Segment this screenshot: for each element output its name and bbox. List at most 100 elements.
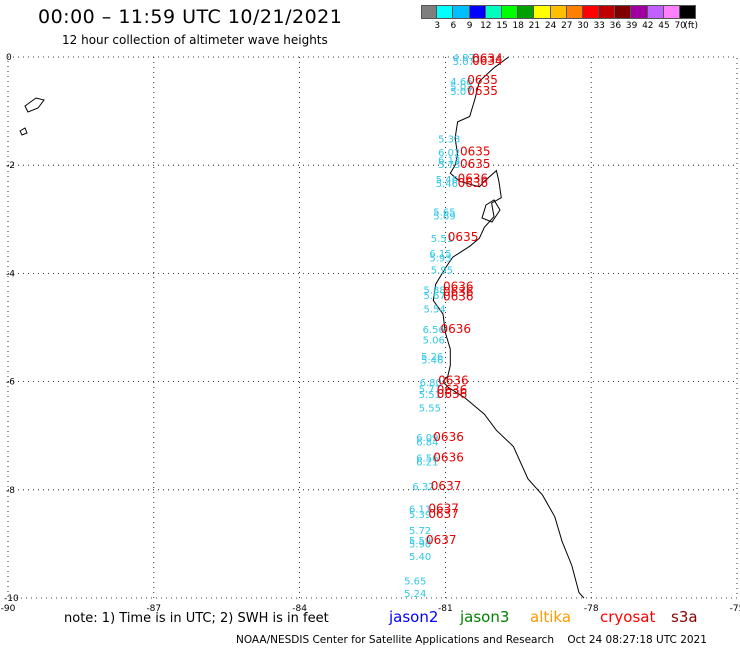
legend-label: 3 [434,21,441,31]
y-tick-label: -2 [6,161,15,171]
swh-label: 5.24 [404,589,426,600]
legend-swatch [615,5,632,19]
puna-island [481,199,501,223]
swh-label: 5.40 [409,552,431,563]
time-label: 0636 [438,373,469,387]
legend-label: 15 [496,21,508,31]
credit-timestamp: Oct 24 08:27:18 UTC 2021 [567,634,707,646]
island-outline [19,127,28,136]
time-label: 0636 [437,387,468,401]
swh-label: 6.13 [438,156,460,167]
y-tick-label: 0 [6,53,12,63]
time-label: 0637 [428,507,459,521]
legend-swatch [518,5,535,19]
axis-ticks: -90 -87 -84 -81 -78 -75 0 -2 -4 -6 -8 -10 [1,53,740,614]
legend-swatch [680,5,697,19]
map-subtitle: 12 hour collection of altimeter wave hei… [62,33,328,47]
swh-label: 5.90 [409,540,431,551]
swh-label: 5.51 [419,390,441,401]
swh-label: 5.65 [404,577,426,588]
swh-label: 5.03 [450,83,472,94]
satellite-jason3: jason3 [460,608,510,626]
legend-label: 30 [577,21,589,31]
legend-label: 39 [625,21,638,31]
satellite-s3a: s3a [671,608,698,626]
legend-swatch [469,5,486,19]
time-label: 0635 [467,73,498,87]
legend-swatch [647,5,664,19]
swh-label: 6.09 [416,433,438,444]
x-tick-label: -90 [1,604,16,614]
swh-label: 5.51 [431,234,453,245]
time-labels: 0634063406350635063506350636063606350636… [426,51,503,547]
swh-label: 5.55 [419,403,441,414]
legend-swatches [421,5,697,19]
credit-text: NOAA/NESDIS Center for Satellite Applica… [236,634,554,646]
swh-label: 5.69 [433,211,455,222]
time-label: 0636 [443,290,474,304]
swh-label: 5.54 [424,304,446,315]
legend-swatch [566,5,583,19]
x-tick-label: -75 [730,604,740,614]
swh-label: 5.93 [429,254,451,265]
time-label: 0636 [433,430,464,444]
time-label: 0635 [460,157,491,171]
y-tick-label: -4 [6,269,15,279]
swh-label: 4.66 [450,77,472,88]
legend-label: 42 [642,21,654,31]
color-legend: 3 6 9 12 15 18 21 24 27 30 33 36 39 42 45 70 (ft) [421,5,698,33]
swh-label: 5.73 [438,160,460,171]
time-label: 0635 [460,145,491,159]
swh-label: 5.46 [421,356,443,367]
legend-label: 18 [512,21,524,31]
legend-swatch [437,5,454,19]
legend-swatch [421,5,438,19]
x-tick-label: -84 [292,604,307,614]
legend-swatch [599,5,616,19]
legend-label: 36 [609,21,622,31]
time-label: 0637 [428,502,459,516]
swh-label: 5.95 [431,265,453,276]
legend-label: 21 [528,21,541,31]
swh-label: 6.11 [409,505,431,516]
time-label: 0637 [426,533,457,547]
time-label: 0636 [437,383,468,397]
swh-label: 5.39 [409,510,431,521]
satellite-jason2: jason2 [389,608,439,626]
swh-label: 6.56 [423,325,445,336]
coastline [19,56,585,599]
swh-label: 4.87 [453,53,475,64]
swh-label: 6.84 [416,437,438,448]
x-tick-label: -78 [584,604,599,614]
swh-label: 5.67 [424,291,446,302]
wave-height-labels: 4.875.074.665.035.075.336.026.135.735.46… [404,53,475,600]
swh-label: 5.77 [419,384,441,395]
time-label: 0636 [433,451,464,465]
swh-label: 5.46 [436,179,458,190]
map-title: 00:00 – 11:59 UTC 10/21/2021 [38,6,343,28]
time-label: 0636 [443,280,474,294]
swh-label: 6.15 [429,249,451,260]
legend-label: 27 [561,21,573,31]
map-grid [7,56,738,599]
time-label: 0636 [458,172,489,186]
time-label: 0635 [467,84,498,98]
time-label: 0637 [431,479,462,493]
legend-swatch [534,5,551,19]
footer-note: note: 1) Time is in UTC; 2) SWH is in fe… [64,611,329,626]
time-label: 0634 [472,51,503,65]
legend-swatch [582,5,600,19]
time-label: 0636 [443,285,474,299]
time-label: 0636 [458,176,489,190]
coastline-path [432,56,585,599]
x-tick-label: -87 [146,604,161,614]
legend-label: 45 [658,21,670,31]
swh-label: 5.59 [409,536,431,547]
swh-label: 5.07 [450,87,472,98]
swh-label: 6.02 [438,148,460,159]
swh-label: 5.72 [409,526,431,537]
swh-label: 5.26 [421,352,443,363]
swh-label: 5.33 [438,135,460,146]
legend-label: 6 [450,21,457,31]
